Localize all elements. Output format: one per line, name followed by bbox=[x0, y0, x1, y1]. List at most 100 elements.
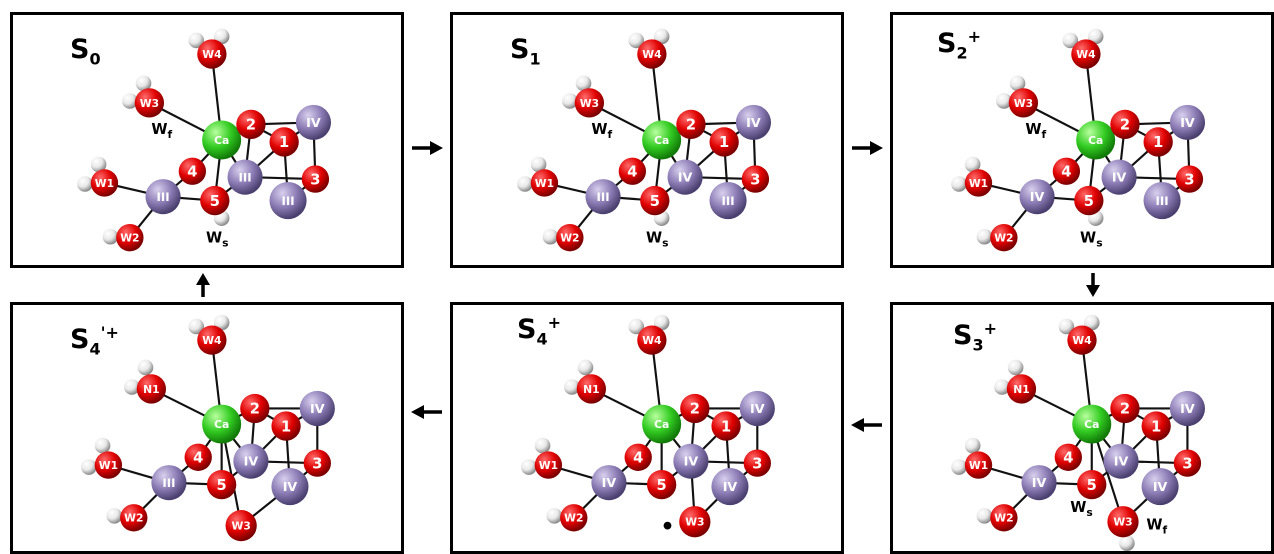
atom-label: N1 bbox=[1013, 383, 1029, 396]
atoms: IV IV IV IV Ca W4 N1 W1 W2 2 1 45 3 W3 bbox=[964, 325, 1205, 538]
atom-label: W3 bbox=[1014, 97, 1033, 110]
molecule-s4-prime: III IV IV IV Ca W4 N1 W1 W2 2 1 45 3 W3 bbox=[81, 314, 335, 542]
atom-label: 3 bbox=[750, 171, 760, 188]
hydrogen-atom bbox=[1009, 75, 1026, 92]
atom-label: 4 bbox=[193, 450, 203, 467]
atom-label: 1 bbox=[279, 134, 289, 151]
atom-label: Ca bbox=[654, 418, 669, 431]
hydrogen-atom bbox=[188, 318, 205, 335]
atom-o3: 3 bbox=[1175, 165, 1204, 193]
atom-label: III bbox=[162, 476, 175, 490]
hydrogen-atom bbox=[77, 176, 93, 192]
atom-label: W4 bbox=[642, 48, 661, 61]
atom-w3: W3 bbox=[574, 88, 605, 118]
atom-w2: W2 bbox=[990, 504, 1018, 532]
atom-label: IV bbox=[746, 115, 761, 130]
atom-n1: N1 bbox=[1006, 374, 1037, 404]
atom-ca: Ca bbox=[642, 120, 682, 160]
atom-mna: IV bbox=[1019, 179, 1055, 215]
atom-label: IV bbox=[1153, 479, 1168, 494]
atom-label: 5 bbox=[1087, 477, 1097, 494]
atom-mnb: IV bbox=[1101, 159, 1137, 195]
atom-w2: W2 bbox=[116, 223, 144, 252]
atom-w3: W3 bbox=[1107, 506, 1139, 538]
hydrogen-atom bbox=[521, 459, 537, 475]
atom-label: IV bbox=[1112, 170, 1127, 185]
atom-w1: W1 bbox=[964, 451, 993, 479]
hydrogen-atom bbox=[964, 156, 981, 173]
atom-mnd: IV bbox=[735, 104, 772, 140]
atom-w3: W3 bbox=[1008, 88, 1039, 118]
hydrogen-atom bbox=[1083, 314, 1100, 331]
atom-w1: W1 bbox=[94, 451, 123, 479]
wf-label: Wf bbox=[1025, 121, 1046, 141]
hydrogen-atom bbox=[122, 93, 138, 109]
atom-mna: III bbox=[585, 179, 621, 215]
atom-o1: 1 bbox=[1141, 411, 1171, 441]
arrow-down-icon bbox=[1085, 272, 1101, 298]
hydrogen-atom bbox=[1007, 359, 1024, 376]
atom-w1: W1 bbox=[530, 169, 559, 197]
hydrogen-atom bbox=[188, 32, 205, 49]
ws-label: Ws bbox=[206, 230, 229, 250]
hydrogen-atom bbox=[996, 93, 1012, 109]
atom-mnb: III bbox=[227, 159, 263, 195]
hydrogen-atom bbox=[577, 359, 594, 376]
atom-label: III bbox=[239, 170, 252, 184]
atom-w2: W2 bbox=[556, 223, 584, 252]
atom-mnd: IV bbox=[1169, 104, 1206, 140]
atom-mnc: III bbox=[1143, 181, 1181, 220]
atom-w4: W4 bbox=[197, 325, 227, 355]
atom-label: 1 bbox=[281, 418, 291, 435]
hydrogen-atom bbox=[976, 228, 993, 245]
atom-o1: 1 bbox=[709, 127, 739, 157]
hydrogen-atom bbox=[976, 508, 993, 524]
atom-label: 4 bbox=[1061, 164, 1071, 181]
atom-w4: W4 bbox=[637, 325, 667, 355]
atom-label: W3 bbox=[685, 516, 704, 529]
atom-label: 1 bbox=[721, 418, 731, 435]
atom-mnd: IV bbox=[739, 390, 775, 427]
atom-o5: 5 bbox=[207, 469, 237, 500]
atom-w3: W3 bbox=[679, 506, 711, 538]
hydrogen-atom bbox=[653, 28, 670, 45]
atom-label: W1 bbox=[539, 459, 558, 472]
hydrogens bbox=[521, 314, 670, 524]
atoms: III IV IV IV Ca W4 N1 W1 W2 2 1 45 3 W3 bbox=[94, 325, 335, 542]
atom-label: 2 bbox=[246, 117, 256, 134]
atom-label: IV bbox=[283, 479, 298, 494]
atom-n1: N1 bbox=[576, 374, 606, 404]
wf-label: Wf bbox=[591, 121, 612, 141]
atom-label: 2 bbox=[1120, 401, 1130, 418]
atom-label: 3 bbox=[1182, 455, 1192, 472]
atom-label: W3 bbox=[232, 519, 251, 532]
atom-label: 5 bbox=[217, 477, 227, 494]
atom-mnd: IV bbox=[295, 104, 332, 140]
atom-label: Ca bbox=[214, 418, 229, 431]
atom-o4: 4 bbox=[184, 443, 212, 471]
atom-label: W1 bbox=[969, 459, 988, 472]
atom-label: 3 bbox=[312, 455, 322, 472]
atom-o5: 5 bbox=[640, 185, 670, 216]
hydrogen-atom bbox=[951, 459, 967, 475]
atoms: IV IV III IV Ca W4 W3 W1 W2 2 1 45 3 bbox=[964, 39, 1206, 252]
hydrogen-atom bbox=[964, 437, 981, 454]
atom-o1: 1 bbox=[1143, 127, 1173, 157]
atom-w2: W2 bbox=[990, 223, 1018, 252]
atom-o2: 2 bbox=[676, 109, 706, 140]
hydrogen-atom bbox=[1058, 318, 1075, 335]
atom-o4: 4 bbox=[178, 157, 207, 185]
atom-label: W4 bbox=[1076, 48, 1095, 61]
atom-label: 2 bbox=[1120, 117, 1130, 134]
hydrogen-atom bbox=[628, 32, 645, 49]
atom-label: Ca bbox=[214, 134, 229, 147]
molecule-s2: IV IV III IV Ca W4 W3 W1 W2 2 1 45 3 Wf Ws bbox=[951, 28, 1206, 252]
atom-ca: Ca bbox=[1076, 120, 1116, 160]
atom-label: W1 bbox=[95, 177, 114, 190]
atom-o2: 2 bbox=[680, 393, 710, 424]
atom-label: W2 bbox=[120, 232, 139, 245]
hydrogens bbox=[951, 28, 1104, 245]
atom-o2: 2 bbox=[1110, 109, 1140, 140]
atom-mnd: IV bbox=[299, 390, 335, 427]
atom-label: IV bbox=[1114, 454, 1129, 469]
